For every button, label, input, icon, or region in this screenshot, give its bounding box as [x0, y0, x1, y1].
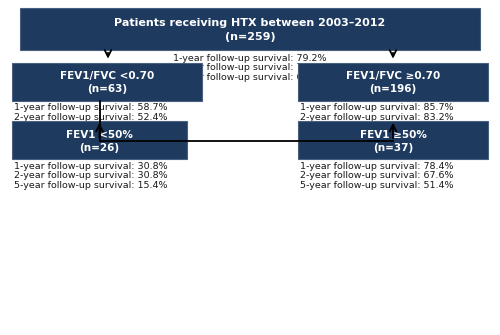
Text: 5-year follow-up survival: 36.5%: 5-year follow-up survival: 36.5% — [14, 123, 168, 132]
Text: (n=37): (n=37) — [373, 143, 413, 153]
Text: 2-year follow-up survival: 75.7%: 2-year follow-up survival: 75.7% — [174, 64, 327, 72]
FancyBboxPatch shape — [20, 8, 480, 50]
Text: 1-year follow-up survival: 79.2%: 1-year follow-up survival: 79.2% — [174, 54, 327, 63]
Text: 5-year follow-up survival: 68.7%: 5-year follow-up survival: 68.7% — [174, 73, 327, 82]
Text: 1-year follow-up survival: 30.8%: 1-year follow-up survival: 30.8% — [14, 162, 168, 171]
Text: (n=196): (n=196) — [370, 84, 416, 94]
Text: FEV1 ≥50%: FEV1 ≥50% — [360, 130, 426, 140]
Text: 1-year follow-up survival: 78.4%: 1-year follow-up survival: 78.4% — [300, 162, 454, 171]
Text: 1-year follow-up survival: 85.7%: 1-year follow-up survival: 85.7% — [300, 104, 454, 113]
Text: 5-year follow-up survival: 79.1%: 5-year follow-up survival: 79.1% — [300, 123, 454, 132]
Text: (n=26): (n=26) — [80, 143, 120, 153]
Text: (n=63): (n=63) — [87, 84, 127, 94]
FancyBboxPatch shape — [298, 63, 488, 100]
Text: 5-year follow-up survival: 15.4%: 5-year follow-up survival: 15.4% — [14, 181, 168, 190]
Text: FEV1/FVC <0.70: FEV1/FVC <0.70 — [60, 71, 154, 81]
Text: (n=259): (n=259) — [224, 32, 276, 43]
Text: FEV1 <50%: FEV1 <50% — [66, 130, 133, 140]
Text: 2-year follow-up survival: 67.6%: 2-year follow-up survival: 67.6% — [300, 172, 454, 181]
Text: 2-year follow-up survival: 83.2%: 2-year follow-up survival: 83.2% — [300, 113, 454, 122]
Text: 5-year follow-up survival: 51.4%: 5-year follow-up survival: 51.4% — [300, 181, 454, 190]
Text: 1-year follow-up survival: 58.7%: 1-year follow-up survival: 58.7% — [14, 104, 168, 113]
Text: 2-year follow-up survival: 52.4%: 2-year follow-up survival: 52.4% — [14, 113, 168, 122]
Text: 2-year follow-up survival: 30.8%: 2-year follow-up survival: 30.8% — [14, 172, 168, 181]
FancyBboxPatch shape — [12, 63, 202, 100]
FancyBboxPatch shape — [298, 121, 488, 159]
Text: FEV1/FVC ≥0.70: FEV1/FVC ≥0.70 — [346, 71, 440, 81]
Text: Patients receiving HTX between 2003–2012: Patients receiving HTX between 2003–2012 — [114, 18, 386, 28]
FancyBboxPatch shape — [12, 121, 187, 159]
